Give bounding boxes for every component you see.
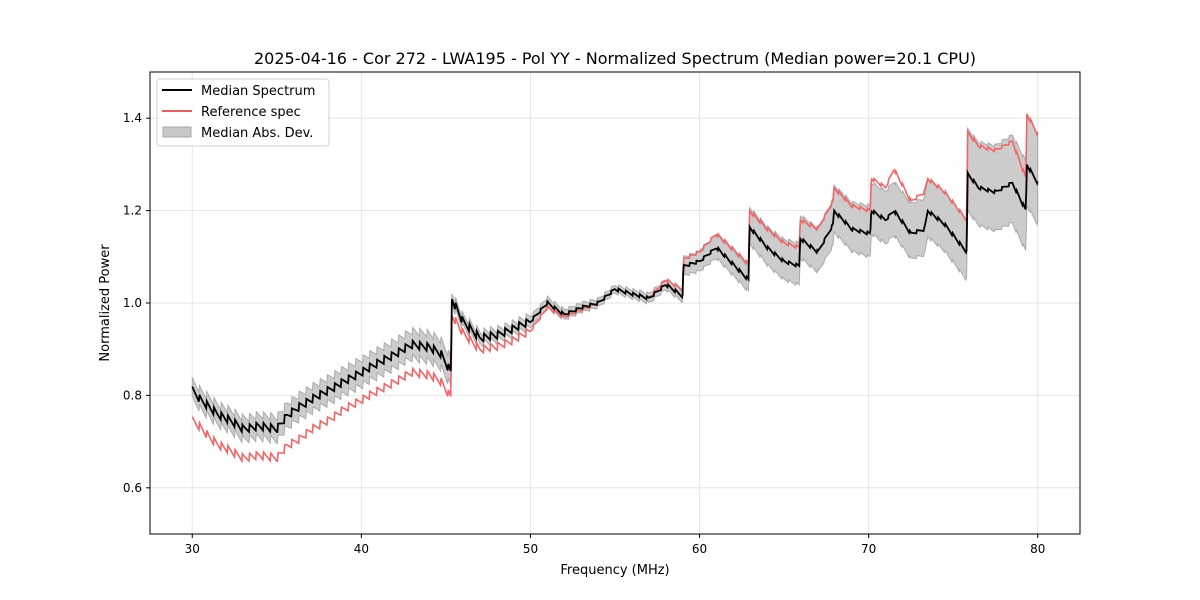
y-axis-label: Normalized Power <box>98 244 113 362</box>
y-tick-label: 0.8 <box>123 388 142 402</box>
y-tick-label: 0.6 <box>123 481 142 495</box>
x-tick-label: 40 <box>354 542 369 556</box>
median-spectrum-line <box>191 164 1039 435</box>
mad-band <box>191 115 1039 445</box>
x-tick-label: 50 <box>523 542 538 556</box>
legend-reference-label: Reference spec <box>201 105 301 120</box>
chart-title: 2025-04-16 - Cor 272 - LWA195 - Pol YY -… <box>254 49 976 68</box>
x-axis: 30 40 50 60 70 80 <box>185 534 1045 556</box>
legend-median-label: Median Spectrum <box>201 84 315 99</box>
x-tick-label: 80 <box>1030 542 1045 556</box>
legend-box <box>156 78 330 147</box>
plot-area <box>191 113 1039 464</box>
y-tick-label: 1.2 <box>123 204 142 218</box>
legend: Median Spectrum Reference spec Median Ab… <box>156 78 330 147</box>
x-axis-label: Frequency (MHz) <box>560 563 669 578</box>
x-tick-label: 30 <box>185 542 200 556</box>
legend-mad-swatch <box>162 126 192 138</box>
x-tick-label: 60 <box>692 542 707 556</box>
legend-mad-label: Median Abs. Dev. <box>201 126 313 141</box>
y-tick-label: 1.4 <box>123 111 142 125</box>
y-tick-label: 1.0 <box>123 296 142 310</box>
x-tick-label: 70 <box>861 542 876 556</box>
y-axis: 0.6 0.8 1.0 1.2 1.4 <box>123 111 150 495</box>
